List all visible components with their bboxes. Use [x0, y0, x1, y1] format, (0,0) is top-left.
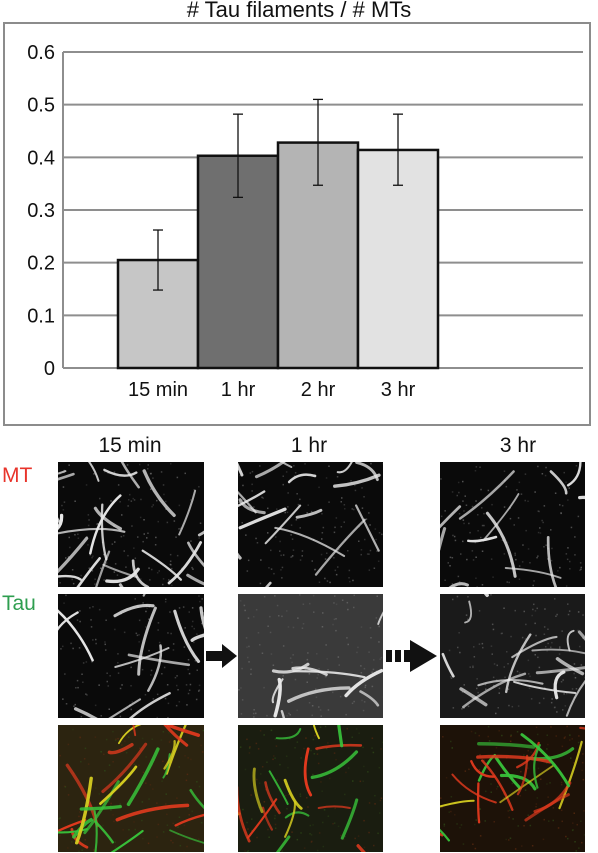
y-tick-label: 0.3 — [27, 200, 55, 222]
x-tick-label: 1 hr — [221, 379, 256, 401]
image-tau-3hr — [440, 594, 585, 718]
image-mt-1hr — [238, 462, 383, 587]
x-tick-label: 2 hr — [301, 379, 336, 401]
bar-chart: 0 0.1 0.2 0.3 0.4 0.5 0.6 15 min 1 hr 2 hr 3 hr — [27, 42, 583, 401]
image-mt-3hr — [440, 462, 585, 587]
y-tick-label: 0.2 — [27, 253, 55, 275]
chart-frame: 0 0.1 0.2 0.3 0.4 0.5 0.6 15 min 1 hr 2 hr 3 hr — [3, 22, 591, 426]
image-merge-15min — [58, 725, 204, 852]
row-label-tau: Tau — [2, 592, 36, 615]
image-merge-3hr — [440, 725, 585, 852]
chart-title: # Tau filaments / # MTs — [186, 0, 412, 22]
panel-column-label-3hr: 3 hr — [499, 434, 537, 457]
y-tick-label: 0.4 — [27, 147, 55, 169]
x-tick-label: 15 min — [128, 379, 188, 401]
y-tick-label: 0 — [44, 358, 55, 380]
row-label-mt: MT — [2, 464, 33, 487]
y-tick-label: 0.5 — [27, 95, 55, 117]
panel-column-label-1hr: 1 hr — [290, 434, 328, 457]
x-tick-label: 3 hr — [381, 379, 416, 401]
arrow-right-icon — [206, 644, 237, 668]
image-merge-1hr — [238, 725, 383, 852]
panel-column-label-15min: 15 min — [98, 434, 162, 457]
y-tick-label: 0.6 — [27, 42, 55, 64]
image-tau-1hr — [238, 594, 383, 718]
image-tau-15min — [58, 594, 204, 718]
dashed-arrow-right-icon — [386, 640, 437, 672]
image-mt-15min — [58, 462, 204, 587]
y-tick-label: 0.1 — [27, 305, 55, 327]
bar — [356, 148, 440, 370]
